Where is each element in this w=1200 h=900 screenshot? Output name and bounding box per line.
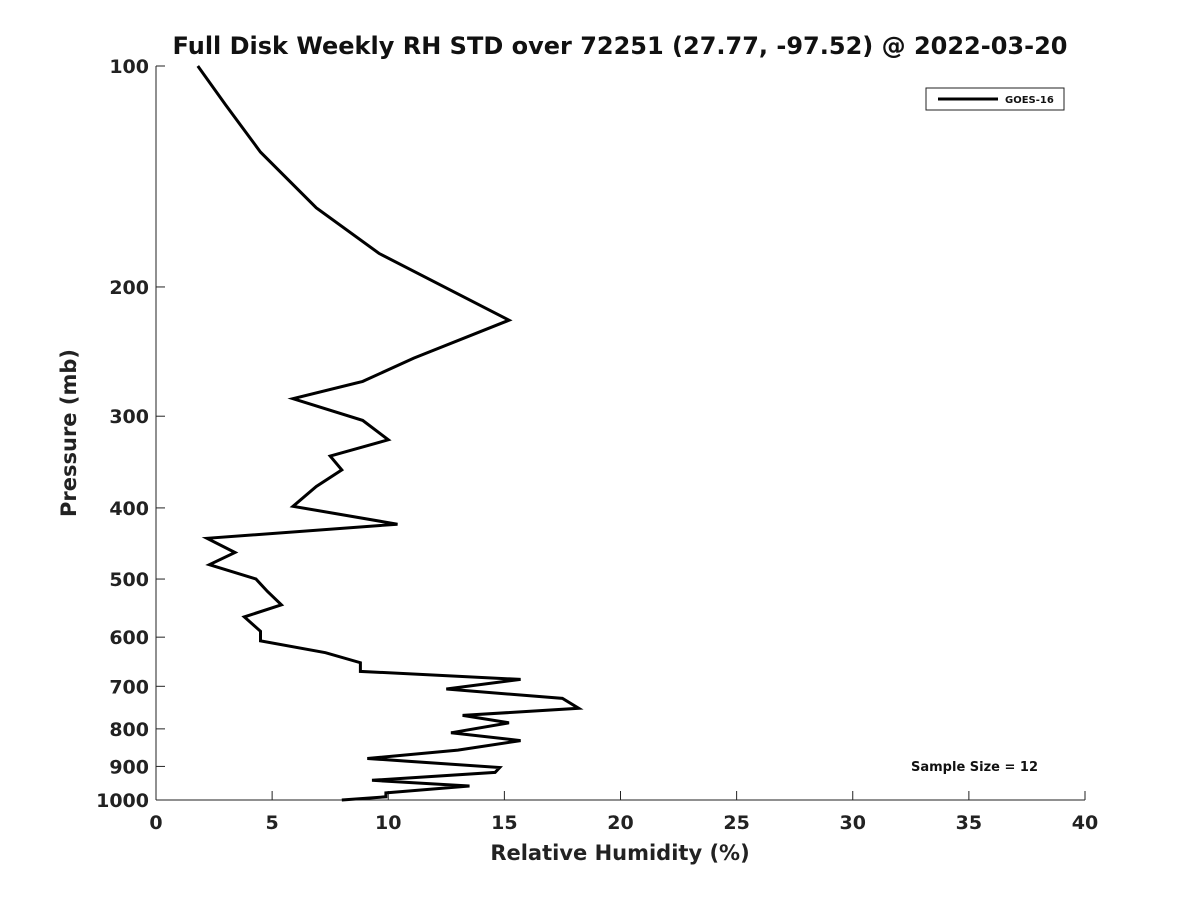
y-tick-label: 800: [109, 719, 149, 741]
x-tick-label: 10: [375, 812, 401, 834]
y-tick-label: 100: [109, 56, 149, 78]
x-tick-label: 30: [840, 812, 866, 834]
legend: GOES-16: [925, 87, 1065, 111]
x-tick-label: 40: [1072, 812, 1098, 834]
x-tick-label: 15: [491, 812, 517, 834]
series-layer: [196, 65, 584, 802]
x-axis-label: Relative Humidity (%): [490, 841, 749, 865]
y-tick-label: 700: [109, 676, 149, 698]
y-tick-label: 200: [109, 277, 149, 299]
series-line-goes-16: [196, 65, 584, 802]
y-axis-label: Pressure (mb): [57, 349, 81, 517]
x-ticks: 0 5 10 15 20 25 30 35 40: [149, 791, 1098, 834]
x-tick-label: 35: [956, 812, 982, 834]
plot-area: [155, 66, 1085, 801]
y-tick-label: 300: [109, 406, 149, 428]
y-ticks: 100 200 300 400 500 600 700 800 900 1000: [96, 56, 165, 812]
x-tick-label: 0: [149, 812, 162, 834]
x-tick-label: 5: [266, 812, 279, 834]
chart-title: Full Disk Weekly RH STD over 72251 (27.7…: [173, 32, 1068, 60]
sample-size-annotation: Sample Size = 12: [911, 760, 1038, 775]
x-tick-label: 25: [723, 812, 749, 834]
legend-label-goes-16: GOES-16: [1005, 95, 1054, 106]
x-tick-label: 20: [607, 812, 633, 834]
y-tick-label: 600: [109, 627, 149, 649]
y-tick-label: 1000: [96, 790, 149, 812]
y-tick-label: 500: [109, 569, 149, 591]
y-tick-label: 400: [109, 498, 149, 520]
y-tick-label: 900: [109, 756, 149, 778]
